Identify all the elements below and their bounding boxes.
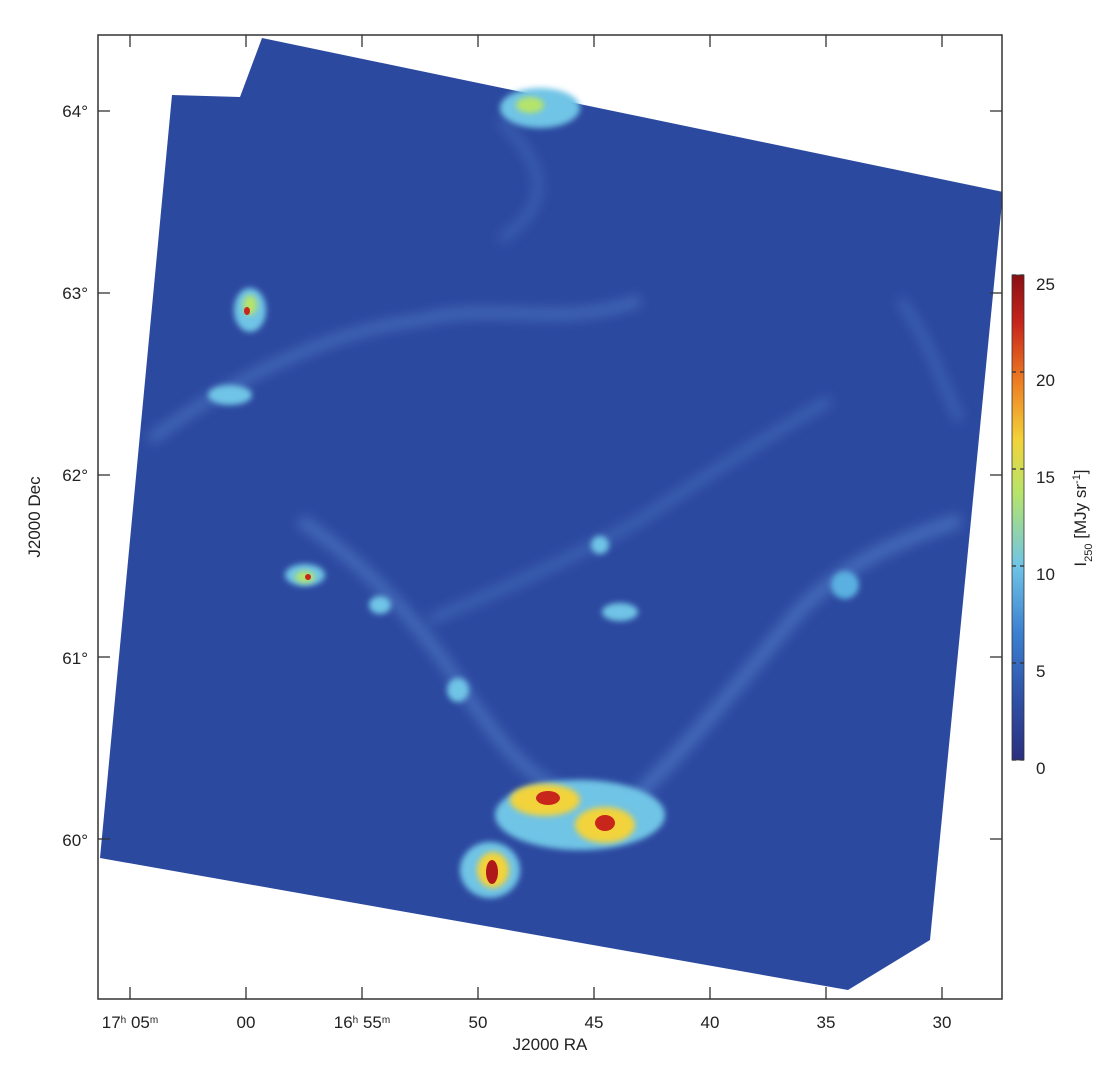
colorbar (1011, 274, 1025, 761)
colorbar-tick-label-3: 10 (1036, 565, 1055, 584)
plot-frame (97, 34, 1003, 1000)
y-tick-label-2: 62° (62, 466, 88, 485)
y-axis-title: J2000 Dec (25, 476, 44, 558)
y-axis-ticks (98, 110, 1002, 840)
x-tick-label-1: 00 (237, 1013, 256, 1032)
y-tick-label-3: 61° (62, 649, 88, 668)
colorbar-tick-label-5: 0 (1036, 759, 1045, 778)
bright-clumps (208, 88, 859, 898)
y-tick-label-4: 60° (62, 831, 88, 850)
colorbar-ticks (1012, 274, 1024, 761)
x-tick-label-4: 45 (585, 1013, 604, 1032)
x-axis-ticks (129, 35, 943, 999)
x-tick-label-7: 30 (933, 1013, 952, 1032)
x-axis-title: J2000 RA (513, 1035, 588, 1054)
map-image (100, 38, 1002, 990)
y-tick-label-1: 63° (62, 284, 88, 303)
x-tick-label-5: 40 (701, 1013, 720, 1032)
survey-footprint (100, 38, 1002, 990)
x-tick-label-6: 35 (817, 1013, 836, 1032)
x-tick-label-3: 50 (469, 1013, 488, 1032)
x-tick-label-0: 17h 05m (102, 1013, 158, 1032)
colorbar-tick-label-2: 15 (1036, 468, 1055, 487)
colorbar-label: I250 [MJy sr-1] (1071, 469, 1095, 566)
colorbar-tick-label-4: 5 (1036, 662, 1045, 681)
colorbar-tick-label-0: 25 (1036, 275, 1055, 294)
colorbar-tick-label-1: 20 (1036, 371, 1055, 390)
x-tick-label-2: 16h 55m (334, 1013, 390, 1032)
y-tick-label-0: 64° (62, 102, 88, 121)
